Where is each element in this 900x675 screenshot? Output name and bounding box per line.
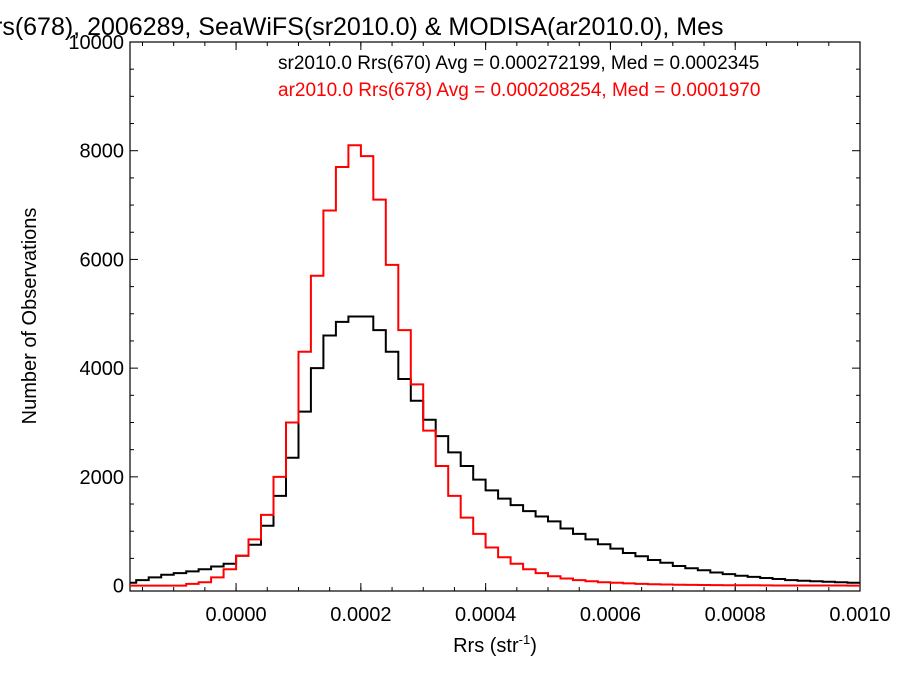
y-tick-label: 0 <box>113 576 124 598</box>
y-tick-label: 4000 <box>80 358 125 380</box>
y-tick-label: 8000 <box>80 141 125 163</box>
x-tick-label: 0.0006 <box>580 604 641 626</box>
annotation-ar2010-stats: ar2010.0 Rrs(678) Avg = 0.000208254, Med… <box>278 80 760 101</box>
x-axis-label: Rrs (str-1) <box>453 632 537 657</box>
series-line-sr2010 <box>130 315 860 584</box>
chart-title: rs(678), 2006289, SeaWiFS(sr2010.0) & MO… <box>0 13 723 41</box>
x-axis-ticks: 0.0000 0.0002 0.0004 0.0006 0.0008 0.0010 <box>141 42 891 626</box>
series-group <box>130 144 860 587</box>
y-tick-label: 6000 <box>80 249 125 271</box>
y-axis-ticks: 0 2000 4000 6000 8000 10000 <box>68 32 860 598</box>
x-tick-label: 0.0004 <box>455 604 516 626</box>
series-line-ar2010 <box>130 144 860 587</box>
x-tick-label: 0.0008 <box>705 604 766 626</box>
x-tick-label: 0.0000 <box>205 604 266 626</box>
plot-frame <box>129 41 861 592</box>
x-tick-label: 0.0002 <box>330 604 391 626</box>
y-tick-label: 2000 <box>80 467 125 489</box>
annotation-sr2010-stats: sr2010.0 Rrs(670) Avg = 0.000272199, Med… <box>278 53 759 74</box>
y-axis-label: Number of Observations <box>19 208 41 425</box>
x-tick-label: 0.0010 <box>829 604 890 626</box>
y-tick-label: 10000 <box>68 32 124 54</box>
